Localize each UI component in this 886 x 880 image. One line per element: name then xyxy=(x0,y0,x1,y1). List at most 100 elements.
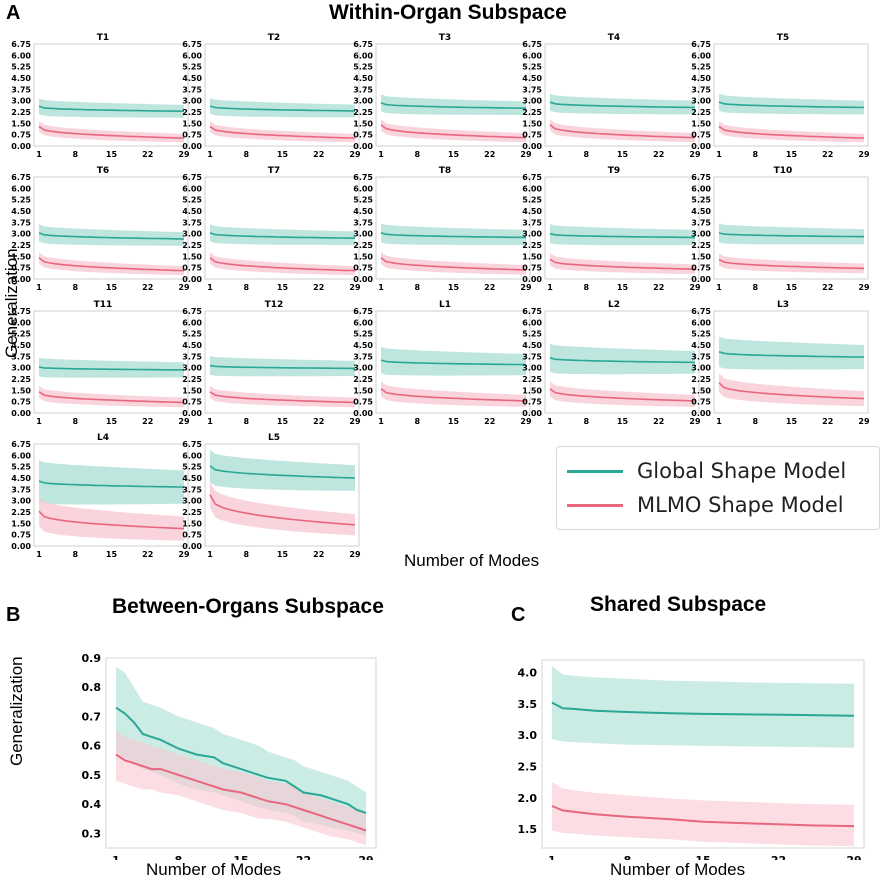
y-tick-label: 3.75 xyxy=(353,218,373,227)
subplot-title: T5 xyxy=(777,33,789,43)
subplot-title: L3 xyxy=(777,300,789,310)
mlmo-line xyxy=(718,125,865,139)
panel-b-letter: B xyxy=(6,604,21,626)
x-tick-label: 1 xyxy=(716,417,722,426)
y-tick-label: 1.50 xyxy=(522,119,542,128)
x-tick-label: 22 xyxy=(313,283,324,292)
subplot-frame xyxy=(375,43,531,147)
y-tick-label: 2.25 xyxy=(522,108,542,117)
x-tick-label: 29 xyxy=(858,417,870,426)
y-tick-label: 6.00 xyxy=(522,51,542,60)
y-tick-label: 1.50 xyxy=(353,252,373,261)
x-tick-label: 22 xyxy=(313,150,324,159)
x-tick-label: 8 xyxy=(414,150,420,159)
y-tick-label: 6.75 xyxy=(691,40,711,49)
y-tick-label: 1.50 xyxy=(182,519,202,528)
global-band xyxy=(39,357,184,378)
subplot-title: T8 xyxy=(439,166,451,176)
between-x-tick-label: 1 xyxy=(112,854,120,860)
y-tick-label: 3.00 xyxy=(11,97,31,106)
y-tick-label: 6.00 xyxy=(522,184,542,193)
shared-x-tick-label: 29 xyxy=(846,854,861,860)
x-tick-label: 29 xyxy=(178,150,190,159)
y-tick-label: 3.75 xyxy=(353,352,373,361)
x-tick-label: 15 xyxy=(448,283,460,292)
global-line xyxy=(549,101,696,109)
x-tick-label: 22 xyxy=(142,550,153,559)
y-tick-label: 0.00 xyxy=(522,142,542,151)
y-tick-label: 5.25 xyxy=(691,330,711,339)
y-tick-label: 4.50 xyxy=(353,74,373,83)
panel-a-xlabel: Number of Modes xyxy=(404,551,540,570)
y-tick-label: 5.25 xyxy=(182,330,202,339)
global-line xyxy=(209,364,355,370)
shared-x-tick-label: 22 xyxy=(771,854,786,860)
y-tick-label: 6.75 xyxy=(11,173,31,182)
x-tick-label: 22 xyxy=(822,283,833,292)
y-tick-label: 0.75 xyxy=(182,398,202,407)
x-tick-label: 1 xyxy=(378,417,384,426)
y-tick-label: 1.50 xyxy=(182,119,202,128)
between-mlmo-band xyxy=(116,731,366,846)
subplot-t2: T2 0.00 0.75 1.50 2.25 3.00 3.75 4.50 5.25 6.00 6.… xyxy=(182,33,361,159)
y-tick-label: 4.50 xyxy=(11,74,31,83)
x-tick-label: 1 xyxy=(378,283,384,292)
x-tick-label: 29 xyxy=(520,283,532,292)
subplot-t1: T1 0.00 0.75 1.50 2.25 3.00 3.75 4.50 5.25 6.00 6.… xyxy=(11,33,190,159)
x-tick-label: 22 xyxy=(653,150,664,159)
subplot-t12: T12 0.00 0.75 1.50 2.25 3.00 3.75 4.50 5.25 6.00 6… xyxy=(182,300,361,426)
y-tick-label: 0.00 xyxy=(182,142,202,151)
shared-plot-area: 1.5 2.0 2.5 3.0 3.5 4.0 1 8 15 22 29 xyxy=(518,659,865,860)
subplot-t6: T6 0.00 0.75 1.50 2.25 3.00 3.75 4.50 5.25 6.00 6.… xyxy=(11,166,190,292)
x-tick-label: 8 xyxy=(243,150,249,159)
subplot-frame xyxy=(713,310,869,414)
y-tick-label: 4.50 xyxy=(11,474,31,483)
x-tick-label: 22 xyxy=(822,150,833,159)
mlmo-line xyxy=(380,124,527,139)
subplot-l1: L1 0.00 0.75 1.50 2.25 3.00 3.75 4.50 5.25 6.00 6.… xyxy=(353,300,532,426)
between-y-tick-label: 0.9 xyxy=(82,652,102,665)
y-tick-label: 0.75 xyxy=(11,531,31,540)
y-tick-label: 3.75 xyxy=(691,218,711,227)
x-tick-label: 8 xyxy=(72,550,78,559)
y-tick-label: 3.00 xyxy=(353,230,373,239)
y-tick-label: 0.00 xyxy=(182,409,202,418)
y-tick-label: 1.50 xyxy=(353,119,373,128)
y-tick-label: 3.00 xyxy=(691,97,711,106)
y-tick-label: 3.75 xyxy=(691,85,711,94)
y-tick-label: 3.75 xyxy=(11,485,31,494)
y-tick-label: 3.00 xyxy=(522,230,542,239)
between-x-tick-label: 29 xyxy=(358,854,373,860)
y-tick-label: 0.75 xyxy=(11,131,31,140)
x-tick-label: 8 xyxy=(414,283,420,292)
y-tick-label: 0.00 xyxy=(353,275,373,284)
y-tick-label: 0.00 xyxy=(182,542,202,551)
y-tick-label: 4.50 xyxy=(182,207,202,216)
x-tick-label: 1 xyxy=(207,417,213,426)
mlmo-line xyxy=(718,258,865,270)
x-tick-label: 8 xyxy=(72,150,78,159)
x-tick-label: 29 xyxy=(178,550,190,559)
y-tick-label: 0.00 xyxy=(11,142,31,151)
between-mlmo-line xyxy=(115,753,367,832)
panel-a-title: Within-Organ Subspace xyxy=(329,1,567,24)
y-tick-label: 2.25 xyxy=(353,375,373,384)
y-tick-label: 4.50 xyxy=(11,341,31,350)
mlmo-line xyxy=(549,258,696,270)
global-line xyxy=(209,232,356,239)
x-tick-label: 1 xyxy=(207,550,213,559)
x-tick-label: 15 xyxy=(617,283,629,292)
shared-subspace-chart: 1.5 2.0 2.5 3.0 3.5 4.0 1 8 15 22 29 xyxy=(518,659,865,860)
y-tick-label: 6.75 xyxy=(11,40,31,49)
y-tick-label: 4.50 xyxy=(11,207,31,216)
legend-item-global: Global Shape Model xyxy=(567,459,846,483)
y-tick-label: 3.00 xyxy=(691,230,711,239)
y-tick-label: 1.50 xyxy=(11,119,31,128)
y-tick-label: 4.50 xyxy=(522,341,542,350)
y-tick-label: 2.25 xyxy=(11,108,31,117)
subplot-t11: T11 0.00 0.75 1.50 2.25 3.00 3.75 4.50 5.25 6.00 6… xyxy=(11,300,190,426)
x-tick-label: 15 xyxy=(106,283,118,292)
y-tick-label: 4.50 xyxy=(182,341,202,350)
global-line xyxy=(209,105,355,112)
y-tick-label: 3.75 xyxy=(182,352,202,361)
